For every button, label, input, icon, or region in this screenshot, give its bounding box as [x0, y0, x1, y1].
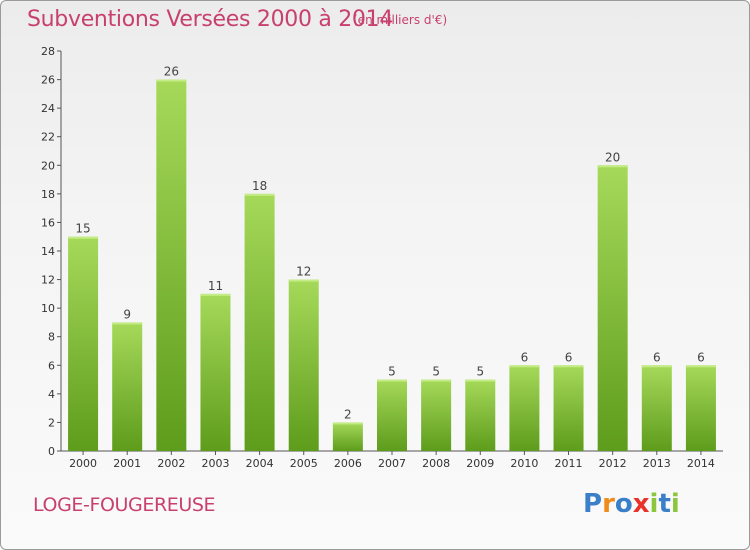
bar-2000: [68, 236, 99, 451]
x-tick-label-2000: 2000: [69, 457, 97, 470]
logo-letter: o: [614, 489, 633, 519]
y-tick-label: 16: [41, 216, 55, 229]
y-tick-label: 6: [48, 359, 55, 372]
logo-letter: x: [632, 489, 650, 519]
bar-top-highlight: [156, 79, 187, 82]
proxiti-logo: Proxiti: [583, 489, 680, 519]
bar-top-highlight: [641, 365, 672, 368]
data-label-2007: 5: [388, 365, 396, 379]
bar-top-highlight: [288, 279, 319, 282]
y-tick-label: 12: [41, 274, 55, 287]
x-tick-label-2013: 2013: [643, 457, 671, 470]
bar-top-highlight: [244, 193, 275, 196]
logo-letter: i: [670, 489, 680, 519]
chart-title: Subventions Versées 2000 à 2014: [27, 7, 394, 32]
bar-2005: [288, 279, 319, 451]
bar-2012: [597, 165, 628, 452]
x-tick-label-2011: 2011: [555, 457, 583, 470]
y-tick-label: 14: [41, 245, 55, 258]
y-tick-label: 2: [48, 416, 55, 429]
y-tick-label: 8: [48, 331, 55, 344]
y-tick-label: 0: [48, 445, 55, 458]
x-tick-label-2005: 2005: [290, 457, 318, 470]
bar-2010: [509, 365, 540, 451]
bar-top-highlight: [685, 365, 716, 368]
data-label-2012: 20: [605, 150, 620, 164]
chart-subtitle: (en milliers d'€): [353, 13, 448, 27]
x-tick-label-2007: 2007: [378, 457, 406, 470]
logo-letter: r: [602, 489, 615, 519]
data-label-2005: 12: [296, 265, 311, 279]
bar-2008: [421, 379, 452, 451]
bar-2001: [112, 322, 143, 451]
bar-2014: [685, 365, 716, 451]
y-tick-label: 24: [41, 102, 55, 115]
logo-letter: t: [658, 489, 671, 519]
data-label-2014: 6: [697, 350, 705, 364]
y-tick-label: 22: [41, 131, 55, 144]
bar-top-highlight: [112, 322, 143, 325]
x-tick-label-2009: 2009: [466, 457, 494, 470]
x-tick-label-2006: 2006: [334, 457, 362, 470]
bar-top-highlight: [509, 365, 540, 368]
x-tick-label-2012: 2012: [599, 457, 627, 470]
data-label-2009: 5: [476, 365, 484, 379]
bar-2003: [200, 293, 231, 451]
bar-2009: [465, 379, 496, 451]
y-tick-label: 20: [41, 159, 55, 172]
logo-letter: i: [649, 489, 659, 519]
x-tick-label-2002: 2002: [157, 457, 185, 470]
x-tick-label-2010: 2010: [510, 457, 538, 470]
logo-letter: P: [583, 489, 603, 519]
bar-top-highlight: [68, 236, 99, 239]
data-label-2006: 2: [344, 407, 352, 421]
data-label-2011: 6: [565, 350, 573, 364]
data-label-2004: 18: [252, 179, 267, 193]
bar-top-highlight: [421, 379, 452, 382]
x-tick-label-2004: 2004: [246, 457, 274, 470]
data-label-2001: 9: [123, 307, 131, 321]
bar-top-highlight: [553, 365, 584, 368]
bar-2002: [156, 79, 187, 452]
data-label-2010: 6: [521, 350, 529, 364]
data-label-2008: 5: [432, 365, 440, 379]
commune-name: LOGE-FOUGEREUSE: [33, 494, 216, 516]
data-label-2000: 15: [75, 222, 90, 236]
x-tick-label-2003: 2003: [201, 457, 229, 470]
bar-2007: [377, 379, 407, 451]
bar-top-highlight: [597, 165, 628, 168]
data-label-2013: 6: [653, 350, 661, 364]
y-tick-label: 4: [48, 388, 55, 401]
bar-2004: [244, 193, 275, 451]
bar-2006: [332, 422, 363, 451]
bar-top-highlight: [377, 379, 407, 382]
bar-2011: [553, 365, 584, 451]
x-tick-label-2001: 2001: [113, 457, 141, 470]
bar-top-highlight: [465, 379, 496, 382]
bar-top-highlight: [200, 293, 231, 296]
x-tick-label-2008: 2008: [422, 457, 450, 470]
bar-2013: [641, 365, 672, 451]
y-tick-label: 26: [41, 74, 55, 87]
bar-top-highlight: [332, 422, 363, 425]
y-tick-label: 18: [41, 188, 55, 201]
x-tick-label-2014: 2014: [687, 457, 715, 470]
y-tick-label: 28: [41, 45, 55, 58]
y-tick-label: 10: [41, 302, 55, 315]
data-label-2003: 11: [208, 279, 223, 293]
data-label-2002: 26: [164, 65, 179, 79]
